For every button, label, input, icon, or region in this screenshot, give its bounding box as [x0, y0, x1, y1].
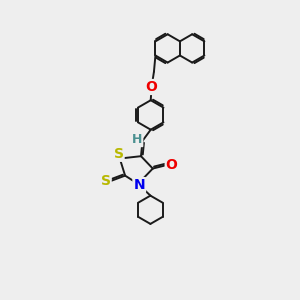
Text: O: O — [166, 158, 178, 172]
Text: N: N — [134, 178, 145, 192]
Text: O: O — [146, 80, 158, 94]
Text: H: H — [132, 133, 142, 146]
Text: S: S — [114, 147, 124, 161]
Text: S: S — [101, 174, 111, 188]
